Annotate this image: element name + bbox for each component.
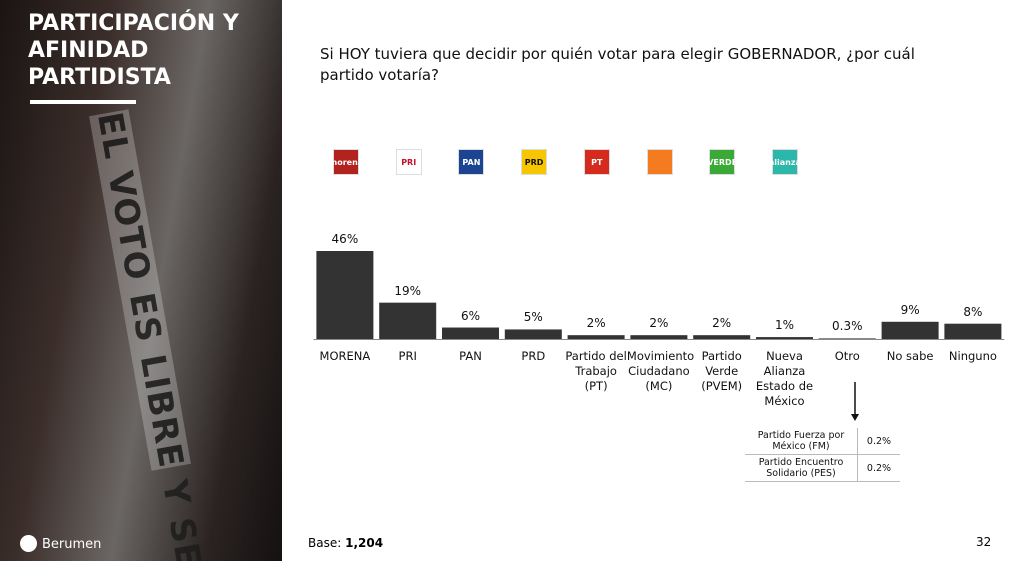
value-label: 2% (712, 316, 732, 331)
value-label: 46% (331, 232, 359, 246)
row: Partido Encuentro Solidario (PES) 0.2% (745, 454, 900, 482)
party-logo: alianza (769, 149, 801, 175)
x-tick-label: Ninguno (948, 349, 997, 363)
base-value: 1,204 (345, 536, 384, 550)
bar (504, 329, 562, 339)
arrow-head (851, 414, 859, 421)
party-logo: morena (329, 149, 363, 175)
party-logo (646, 149, 673, 175)
bar (944, 323, 1002, 339)
x-tick-label: Partido Verde (PVEM) (701, 349, 743, 393)
bar (316, 251, 374, 339)
cell: Partido Encuentro Solidario (PES) (745, 454, 858, 482)
value-label: 2% (586, 316, 606, 331)
x-tick-label: PRD (521, 349, 546, 363)
slide-title: PARTICIPACIÓN Y AFINIDAD PARTIDISTA (28, 11, 239, 90)
x-tick-label: No sabe (886, 349, 934, 363)
x-tick-label: Partido del Trabajo (PT) (565, 349, 627, 393)
cell: 0.2% (857, 428, 900, 455)
x-tick-label: Otro (834, 349, 860, 363)
value-label: 8% (963, 304, 983, 319)
value-label: 6% (460, 308, 481, 323)
party-logo: PRD (521, 149, 548, 175)
x-tick-label: Movimiento Ciudadano (MC) (626, 349, 695, 393)
row: Partido Fuerza por México (FM) 0.2% (745, 428, 900, 455)
x-tick-label: PAN (459, 349, 482, 363)
value-label: 1% (774, 318, 795, 333)
value-label: 2% (649, 316, 669, 331)
party-logo: PRI (395, 149, 422, 175)
brand-icon (20, 535, 37, 552)
value-label: 5% (523, 310, 543, 325)
party-logo: PT (583, 149, 610, 175)
cell: Partido Fuerza por México (FM) (745, 428, 858, 455)
page-number: 32 (976, 535, 992, 549)
x-tick-label: Nueva Alianza Estado de México (755, 349, 814, 408)
footer-base: Base: 1,204 (308, 536, 383, 550)
bar (818, 338, 876, 339)
value-label: 0.3% (832, 319, 863, 334)
bar (756, 337, 813, 339)
bar (630, 335, 688, 339)
cell: 0.2% (857, 454, 900, 482)
other-table: Partido Fuerza por México (FM) 0.2% Parti… (745, 428, 900, 482)
bar (693, 335, 751, 339)
x-tick-label: MORENA (319, 349, 371, 363)
value-label: 9% (900, 302, 920, 317)
party-logo: VERDE (707, 149, 737, 175)
x-tick-label: PRI (398, 349, 417, 363)
title-underline (30, 100, 136, 104)
value-label: 19% (394, 283, 422, 298)
bar (379, 302, 437, 339)
question: Si HOY tuviera que decidir por quién vot… (320, 45, 915, 84)
brand: Berumen (42, 537, 102, 552)
photo-panel: EL VOTO ES LIBRE Y SECRETO (0, 0, 282, 561)
bar (567, 335, 625, 339)
party-logo: PAN (458, 149, 485, 175)
bar (442, 327, 499, 339)
bar (881, 321, 939, 339)
base-label: Base: (308, 536, 342, 550)
